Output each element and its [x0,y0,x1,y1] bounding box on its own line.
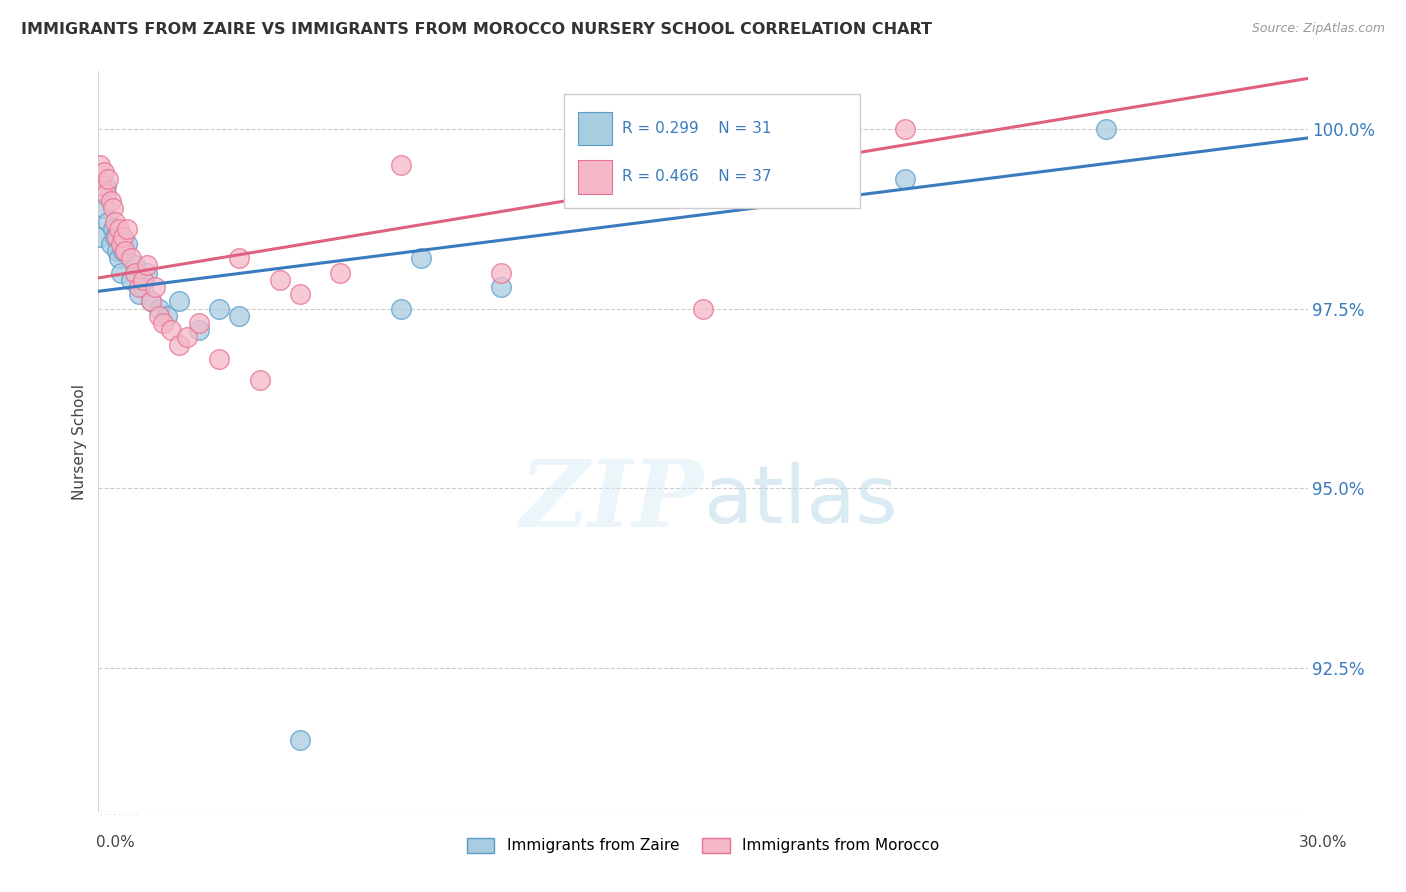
Point [100,194,122,208]
Point [228,252,250,266]
Text: 0.0%: 0.0% [96,836,135,850]
Point [100,236,122,251]
Point [93,201,115,215]
Text: ZIP: ZIP [519,456,703,546]
Point [128,280,150,294]
Bar [578,161,613,194]
Y-axis label: Nursery School: Nursery School [72,384,87,500]
Point [124,259,146,273]
Point [156,309,179,323]
Point [97,215,120,229]
Text: 30.0%: 30.0% [1299,836,1347,850]
Point [389,158,412,172]
Point [893,172,915,186]
Point [120,252,142,266]
Point [103,229,125,244]
Text: R = 0.466    N = 37: R = 0.466 N = 37 [621,169,772,184]
Point [167,294,190,309]
Point [128,287,150,301]
Point [143,280,166,294]
Point [93,165,115,179]
Point [135,266,157,280]
Point [96,186,118,201]
Point [132,273,155,287]
Point [188,316,211,330]
Point [139,294,162,309]
Legend: Immigrants from Zaire, Immigrants from Morocco: Immigrants from Zaire, Immigrants from M… [461,831,945,860]
Point [249,374,271,388]
Point [110,236,132,251]
Text: R = 0.299    N = 31: R = 0.299 N = 31 [621,121,772,136]
Point [103,215,125,229]
Point [139,294,162,309]
Point [115,222,138,236]
Point [97,172,120,186]
Point [91,186,114,201]
Bar [578,112,613,145]
Point [111,244,134,258]
Point [288,287,311,301]
Point [329,266,352,280]
Point [105,229,128,244]
Point [111,229,134,244]
Point [176,330,198,344]
Point [208,301,231,316]
Point [228,309,250,323]
Point [120,273,142,287]
Point [389,301,412,316]
Text: Source: ZipAtlas.com: Source: ZipAtlas.com [1251,22,1385,36]
Point [692,301,714,316]
Point [208,351,231,366]
Point [89,229,111,244]
Point [135,259,157,273]
Point [91,179,114,194]
Point [132,280,155,294]
Point [96,179,118,194]
Point [288,732,311,747]
Point [148,309,170,323]
Point [101,201,124,215]
Text: IMMIGRANTS FROM ZAIRE VS IMMIGRANTS FROM MOROCCO NURSERY SCHOOL CORRELATION CHAR: IMMIGRANTS FROM ZAIRE VS IMMIGRANTS FROM… [21,22,932,37]
Point [491,280,513,294]
Point [105,244,128,258]
Point [152,316,174,330]
Point [101,222,124,236]
Point [107,252,129,266]
Point [188,323,211,337]
Point [89,158,111,172]
Point [269,273,291,287]
Point [115,236,138,251]
Point [491,266,513,280]
Point [124,266,146,280]
Point [114,244,136,258]
FancyBboxPatch shape [564,94,860,209]
Point [409,252,432,266]
Point [107,222,129,236]
Point [893,121,915,136]
Text: atlas: atlas [703,462,897,540]
Point [167,337,190,351]
Point [160,323,183,337]
Point [148,301,170,316]
Point [1095,121,1118,136]
Point [110,266,132,280]
